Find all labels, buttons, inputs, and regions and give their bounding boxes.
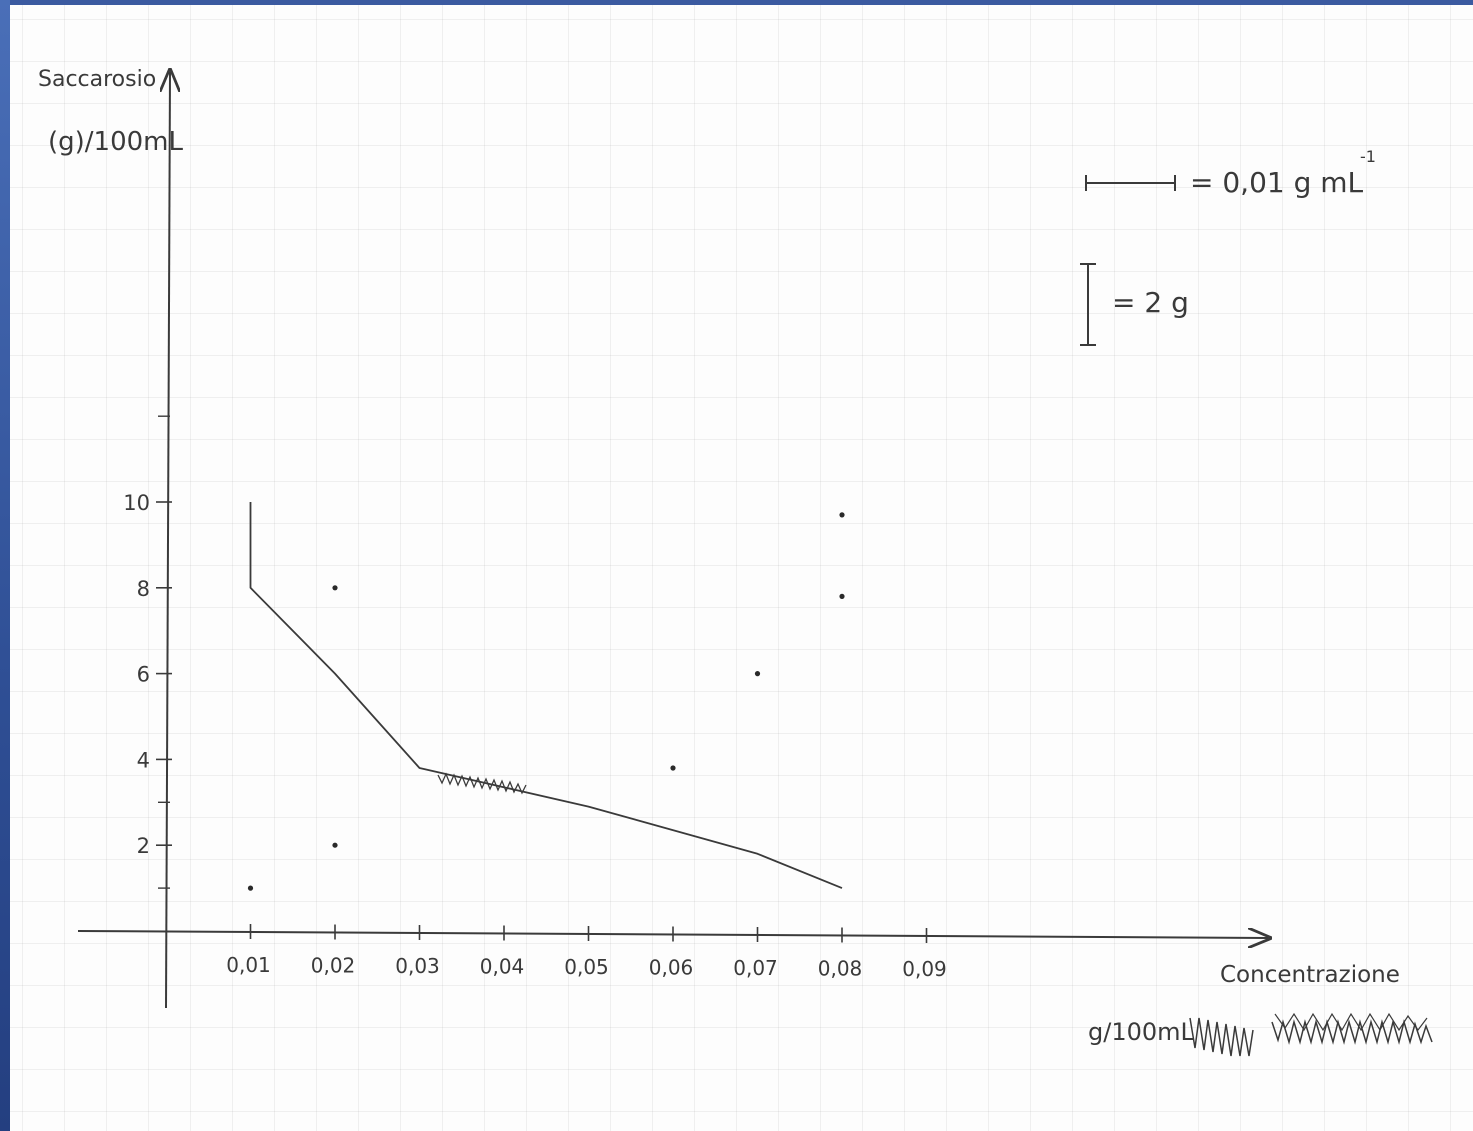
scale-y-label: = 2 g	[1112, 286, 1189, 319]
y-tick-label-8: 8	[137, 577, 150, 601]
data-point-5	[754, 671, 761, 677]
x-tick-label-1: 0,01	[226, 953, 271, 977]
y-axis	[166, 72, 170, 1009]
data-point-1	[247, 885, 254, 891]
window-top-bar	[0, 0, 1473, 5]
x-tick-label-9: 0,09	[902, 957, 947, 981]
data-point-2	[332, 842, 338, 848]
data-point-6	[839, 593, 845, 599]
scribble-crossout-right-2	[1274, 1012, 1428, 1032]
window-left-bar	[0, 0, 10, 1131]
graph-paper	[10, 5, 1473, 1131]
scale-x-superscript: -1	[1360, 147, 1376, 166]
scale-legend: = 0,01 g mL -1 = 2 g	[1080, 147, 1376, 346]
x-tick-label-5: 0,05	[564, 955, 609, 979]
x-tick-label-8: 0,08	[818, 956, 863, 980]
data-point-7	[839, 512, 845, 518]
series-line-1	[249, 502, 843, 889]
scale-x-label: = 0,01 g mL	[1190, 166, 1364, 199]
x-axis-unit: g/100mL	[1088, 1018, 1195, 1046]
y-tick-group: 2 4 6 8 10	[123, 415, 172, 889]
data-point-4	[670, 765, 676, 771]
scribble-crossout-right	[1271, 1019, 1433, 1045]
y-tick-label-6: 6	[137, 663, 150, 687]
x-tick-label-7: 0,07	[733, 956, 778, 980]
x-axis-label: Concentrazione	[1220, 962, 1400, 988]
x-tick-label-6: 0,06	[649, 956, 694, 980]
series-group	[249, 502, 843, 889]
x-tick-group: 0,01 0,02 0,03 0,04 0,05 0,06 0,07 0,08 0,09	[226, 924, 947, 981]
y-tick-label-2: 2	[137, 834, 150, 858]
y-axis-label-line2: (g)/100mL	[48, 127, 184, 157]
y-tick-label-10: 10	[123, 491, 150, 515]
data-point-3	[332, 585, 338, 591]
x-tick-label-4: 0,04	[480, 955, 525, 979]
x-tick-label-3: 0,03	[395, 954, 440, 978]
scribble-hatch	[437, 772, 527, 795]
y-axis-label-line1: Saccarosio	[38, 67, 156, 92]
points-group	[247, 512, 845, 891]
x-tick-label-2: 0,02	[311, 954, 356, 978]
scribble-crossout-left	[1189, 1017, 1254, 1057]
y-tick-label-4: 4	[137, 748, 150, 772]
